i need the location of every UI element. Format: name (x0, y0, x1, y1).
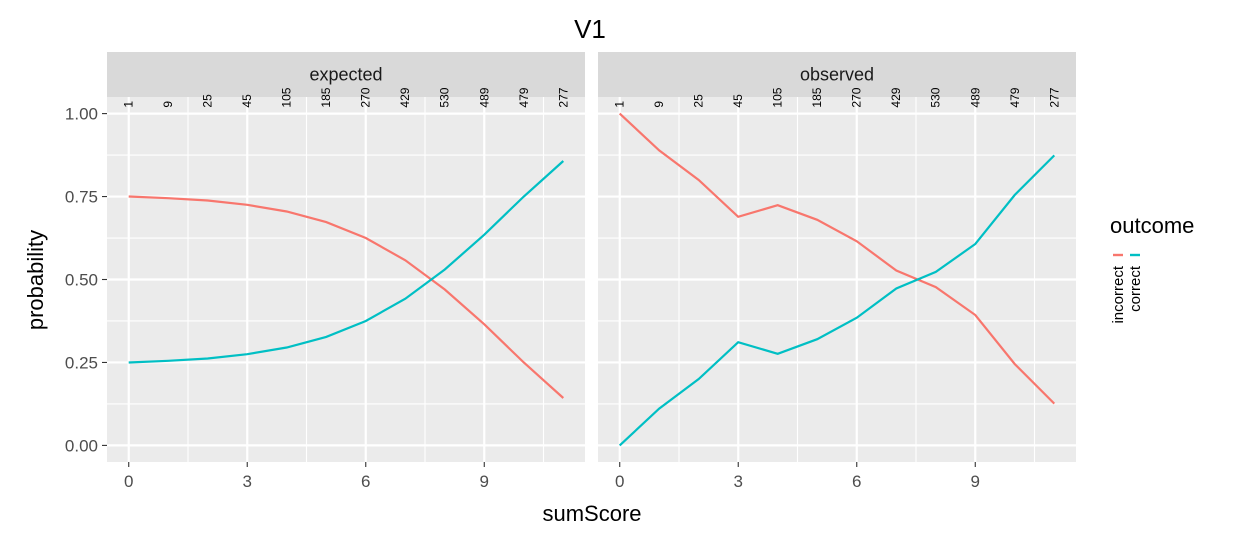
panels: expected 1 9 25 45 105 185 270 429 530 489 479 277 0 3… (65, 52, 1076, 491)
x-tick-label: 9 (480, 472, 489, 491)
count-label: 185 (319, 87, 333, 107)
panel-strip-label: observed (800, 65, 874, 85)
panel-strip (598, 52, 1076, 97)
x-tick-label: 0 (124, 472, 133, 491)
count-label: 25 (692, 94, 706, 108)
count-label: 530 (438, 87, 452, 107)
count-label: 1 (122, 101, 136, 108)
panel-observed: observed 1 9 25 45 105 185 270 429 530 489 479 277 0 3… (598, 52, 1076, 491)
panel-strip (107, 52, 585, 97)
count-label: 9 (161, 101, 175, 108)
count-label: 270 (850, 87, 864, 107)
x-tick-label: 6 (852, 472, 861, 491)
y-tick-label: 0.50 (65, 271, 98, 290)
legend-title: outcome (1110, 213, 1194, 238)
y-tick-label: 0.25 (65, 353, 98, 372)
count-label: 1 (613, 101, 627, 108)
count-label: 479 (1008, 87, 1022, 107)
y-tick-label: 1.00 (65, 105, 98, 124)
series-line-incorrect (128, 195, 565, 399)
x-tick-label: 0 (615, 472, 624, 491)
series-line-correct (618, 154, 1056, 447)
count-label: 530 (929, 87, 943, 107)
count-label: 489 (968, 87, 982, 107)
count-label: 429 (889, 87, 903, 107)
count-label: 9 (652, 101, 666, 108)
count-label: 277 (1047, 87, 1061, 107)
chart-title: V1 (574, 14, 606, 44)
y-axis-title: probability (23, 230, 48, 330)
count-label: 25 (201, 94, 215, 108)
count-label: 479 (517, 87, 531, 107)
series-line-correct (128, 160, 565, 364)
count-label: 489 (477, 87, 491, 107)
panel-expected: expected 1 9 25 45 105 185 270 429 530 489 479 277 0 3… (65, 52, 585, 491)
legend: outcome incorrect correct (1110, 213, 1194, 324)
count-label: 185 (810, 87, 824, 107)
count-label: 45 (240, 94, 254, 108)
y-tick-label: 0.00 (65, 436, 98, 455)
count-label: 429 (398, 87, 412, 107)
count-label: 277 (556, 87, 570, 107)
legend-label-incorrect: incorrect (1110, 265, 1127, 323)
x-tick-label: 3 (243, 472, 252, 491)
x-tick-label: 6 (361, 472, 370, 491)
y-tick-label: 0.75 (65, 188, 98, 207)
count-label: 45 (731, 94, 745, 108)
count-label: 105 (771, 87, 785, 107)
legend-label-correct: correct (1127, 265, 1144, 312)
x-tick-label: 3 (734, 472, 743, 491)
panel-strip-label: expected (309, 65, 382, 85)
count-label: 270 (359, 87, 373, 107)
x-tick-label: 9 (971, 472, 980, 491)
x-axis-title: sumScore (542, 501, 641, 526)
series-line-incorrect (618, 112, 1056, 405)
count-label: 105 (280, 87, 294, 107)
